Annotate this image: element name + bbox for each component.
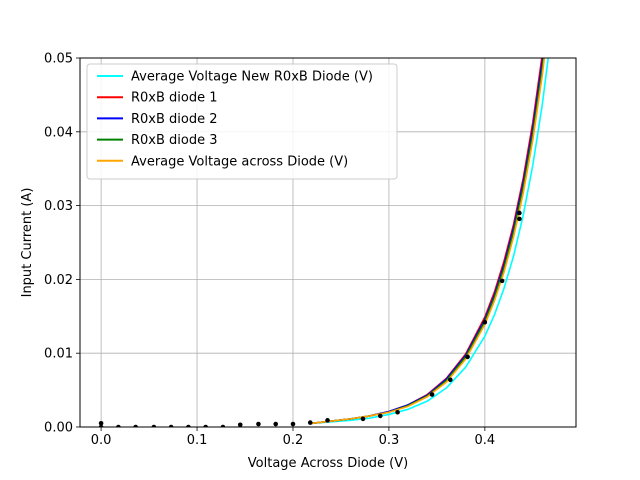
x-tick-label: 0.3 — [379, 433, 400, 448]
data-point — [360, 416, 366, 422]
legend-box — [86, 63, 398, 180]
data-point — [325, 418, 330, 423]
data-point — [448, 377, 453, 383]
legend-label: Average Voltage across Diode (V) — [131, 154, 348, 169]
x-axis-ticks: 0.0 0.1 0.2 0.3 0.4 — [91, 427, 495, 448]
data-point — [203, 424, 208, 427]
plot-frame — [79, 57, 577, 428]
data-point — [465, 354, 470, 360]
y-tick-label: 0.03 — [44, 199, 73, 214]
data-point — [98, 421, 104, 426]
data-point — [307, 420, 313, 425]
x-tick-label: 0.0 — [91, 433, 112, 448]
data-point — [377, 413, 383, 419]
y-tick-label: 0.02 — [44, 273, 73, 288]
data-point — [499, 278, 505, 284]
x-tick-label: 0.4 — [475, 433, 496, 448]
data-point — [517, 216, 522, 222]
legend-label: R0xB diode 2 — [131, 112, 218, 127]
data-point — [237, 422, 243, 427]
legend-label: Average Voltage New R0xB Diode (V) — [131, 70, 373, 85]
data-points — [98, 210, 522, 427]
data-point — [517, 210, 522, 216]
x-tick-label: 0.2 — [283, 433, 304, 448]
y-axis-ticks: 0.00 0.01 0.02 0.03 0.04 0.05 — [44, 52, 80, 436]
y-tick-label: 0.04 — [44, 125, 73, 140]
data-point — [133, 424, 138, 427]
data-point — [290, 421, 296, 427]
x-axis-label: Voltage Across Diode (V) — [248, 456, 408, 471]
data-point — [168, 424, 174, 427]
data-point — [116, 424, 121, 427]
data-point — [273, 421, 279, 427]
data-point — [186, 424, 191, 427]
x-tick-label: 0.1 — [187, 433, 208, 448]
data-point — [220, 424, 226, 427]
y-tick-label: 0.01 — [44, 347, 73, 362]
y-tick-label: 0.05 — [44, 52, 73, 67]
legend: Average Voltage New R0xB Diode (V) R0xB d… — [86, 63, 398, 180]
data-point — [256, 421, 261, 427]
data-point — [395, 409, 400, 415]
legend-label: R0xB diode 3 — [131, 133, 218, 148]
y-axis-label: Input Current (A) — [20, 188, 35, 298]
data-point — [151, 424, 157, 427]
y-tick-label: 0.00 — [44, 421, 73, 436]
data-point — [429, 392, 435, 397]
series-line-1 — [312, 58, 550, 425]
legend-label: R0xB diode 1 — [131, 91, 218, 106]
data-point — [482, 319, 488, 325]
